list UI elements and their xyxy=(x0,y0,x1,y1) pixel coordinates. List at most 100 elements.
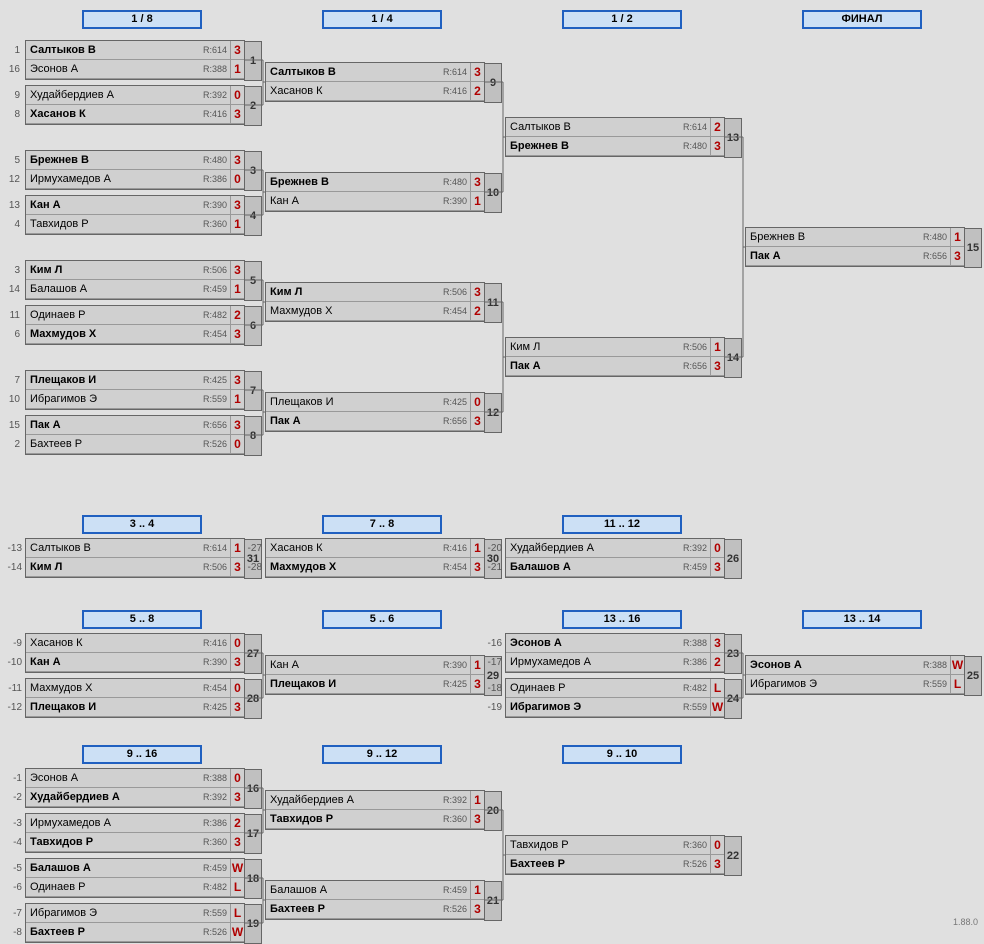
match-box: -20Худайбердиев АR:3920-21Балашов АR:459… xyxy=(505,538,725,578)
player-name: Брежнев В xyxy=(746,231,920,243)
match-number: 23 xyxy=(724,634,742,674)
match-box: Худайбердиев АR:3921Тавхидов РR:360320 xyxy=(265,790,485,830)
player-score: 1 xyxy=(230,215,244,233)
player-rating: R:360 xyxy=(680,840,710,850)
match-number: 21 xyxy=(484,881,502,921)
player-row: Ибрагимов ЭR:559L xyxy=(746,675,964,694)
player-name: Ибрагимов Э xyxy=(506,701,680,713)
match-box: -3Ирмухамедов АR:3862-4Тавхидов РR:36031… xyxy=(25,813,245,853)
player-name: Брежнев В xyxy=(26,154,200,166)
player-name: Ибрагимов Э xyxy=(26,907,200,919)
player-rating: R:390 xyxy=(440,660,470,670)
seed-number: 7 xyxy=(4,375,22,386)
seed-number: -5 xyxy=(0,863,24,874)
player-name: Бахтеев Р xyxy=(26,438,200,450)
round-label: 11 .. 12 xyxy=(562,515,682,534)
player-name: Одинаев Р xyxy=(506,682,680,694)
seed-number: -14 xyxy=(0,562,24,573)
match-number: 2 xyxy=(244,86,262,126)
player-score: 3 xyxy=(710,855,724,873)
player-row: Пак АR:6563 xyxy=(266,412,484,431)
player-row: -18Одинаев РR:482L xyxy=(506,679,724,698)
player-name: Эсонов А xyxy=(26,772,200,784)
match-box: 9Худайбердиев АR:39208Хасанов КR:41632 xyxy=(25,85,245,125)
player-score: 3 xyxy=(230,151,244,169)
player-row: Тавхидов РR:3603 xyxy=(266,810,484,829)
player-score: 3 xyxy=(710,558,724,576)
player-name: Ким Л xyxy=(26,561,200,573)
player-name: Ибрагимов Э xyxy=(26,393,200,405)
player-rating: R:506 xyxy=(680,342,710,352)
player-score: L xyxy=(710,679,724,697)
player-score: 3 xyxy=(230,371,244,389)
player-rating: R:416 xyxy=(200,109,230,119)
player-name: Одинаев Р xyxy=(26,881,200,893)
player-row: Брежнев ВR:4803 xyxy=(506,137,724,156)
seed-number: -19 xyxy=(480,702,504,713)
player-rating: R:526 xyxy=(440,904,470,914)
player-score: 3 xyxy=(470,173,484,191)
player-row: -10Кан АR:3903 xyxy=(26,653,244,672)
player-rating: R:559 xyxy=(200,908,230,918)
player-score: 3 xyxy=(230,105,244,123)
player-name: Балашов А xyxy=(506,561,680,573)
player-score: 1 xyxy=(470,791,484,809)
seed-number: 11 xyxy=(4,310,22,321)
player-rating: R:526 xyxy=(200,927,230,937)
player-score: 3 xyxy=(950,247,964,265)
player-name: Тавхидов Р xyxy=(26,218,200,230)
round-label: 9 .. 16 xyxy=(82,745,202,764)
version-label: 1.88.0 xyxy=(953,917,978,927)
player-name: Ким Л xyxy=(26,264,200,276)
player-rating: R:390 xyxy=(200,200,230,210)
seed-number: -4 xyxy=(0,837,24,848)
player-score: 3 xyxy=(230,833,244,851)
player-score: L xyxy=(230,878,244,896)
seed-number: 1 xyxy=(4,45,22,56)
player-name: Бахтеев Р xyxy=(266,903,440,915)
player-row: -20Худайбердиев АR:3920 xyxy=(506,539,724,558)
player-score: 1 xyxy=(470,881,484,899)
match-number: 6 xyxy=(244,306,262,346)
player-score: 3 xyxy=(470,63,484,81)
player-name: Балашов А xyxy=(26,862,200,874)
player-row: 14Балашов АR:4591 xyxy=(26,280,244,299)
match-number: 12 xyxy=(484,393,502,433)
player-row: Кан АR:3901 xyxy=(266,656,484,675)
player-rating: R:506 xyxy=(440,287,470,297)
player-score: 0 xyxy=(230,769,244,787)
player-name: Тавхидов Р xyxy=(266,813,440,825)
player-rating: R:416 xyxy=(440,543,470,553)
player-name: Худайбердиев А xyxy=(506,542,680,554)
player-row: Брежнев ВR:4803 xyxy=(266,173,484,192)
player-name: Махмудов Х xyxy=(26,682,200,694)
round-label: 5 .. 6 xyxy=(322,610,442,629)
player-rating: R:392 xyxy=(680,543,710,553)
player-name: Плещаков И xyxy=(26,374,200,386)
player-name: Балашов А xyxy=(266,884,440,896)
player-row: 10Ибрагимов ЭR:5591 xyxy=(26,390,244,409)
player-score: 2 xyxy=(230,814,244,832)
player-rating: R:425 xyxy=(200,702,230,712)
player-score: W xyxy=(950,656,964,674)
seed-number: -7 xyxy=(0,908,24,919)
seed-number: 9 xyxy=(4,90,22,101)
player-row: 15Пак АR:6563 xyxy=(26,416,244,435)
player-score: W xyxy=(230,859,244,877)
match-box: Балашов АR:4591Бахтеев РR:526321 xyxy=(265,880,485,920)
player-rating: R:425 xyxy=(440,397,470,407)
player-score: 3 xyxy=(230,41,244,59)
player-name: Плещаков И xyxy=(266,396,440,408)
player-score: 3 xyxy=(230,698,244,716)
seed-number: -18 xyxy=(480,683,504,694)
match-number: 7 xyxy=(244,371,262,411)
player-score: 3 xyxy=(710,137,724,155)
seed-number: -9 xyxy=(0,638,24,649)
player-row: -28Махмудов ХR:4543 xyxy=(266,558,484,577)
player-name: Махмудов Х xyxy=(266,305,440,317)
seed-number: -6 xyxy=(0,882,24,893)
player-score: 1 xyxy=(230,390,244,408)
player-rating: R:388 xyxy=(200,64,230,74)
player-row: -21Балашов АR:4593 xyxy=(506,558,724,577)
match-number: 28 xyxy=(244,679,262,719)
